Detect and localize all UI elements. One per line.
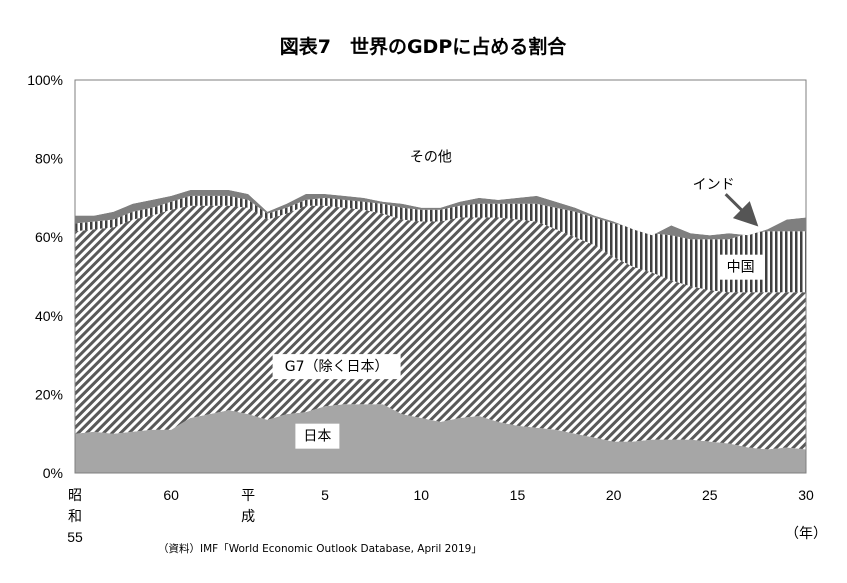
- x-axis-unit: （年）: [785, 526, 827, 542]
- y-tick-label: 0%: [43, 465, 63, 481]
- series-area-2: [75, 195, 806, 293]
- area-label: 中国: [727, 260, 755, 276]
- series-area-1: [75, 205, 806, 450]
- x-tick-label: 60: [163, 487, 179, 503]
- y-tick-label: 40%: [35, 308, 63, 324]
- chart-title: 図表7 世界のGDPに占める割合: [280, 35, 568, 58]
- area-label-box: [718, 254, 763, 280]
- x-tick-label: 15: [510, 487, 526, 503]
- area-label-box: [295, 423, 340, 449]
- y-tick-label: 80%: [35, 151, 63, 167]
- series-area-0: [75, 404, 806, 473]
- area-label: インド: [693, 177, 735, 193]
- x-tick-label: 昭和 55: [67, 487, 83, 545]
- x-tick-label: 20: [606, 487, 622, 503]
- series-area-4: [75, 80, 806, 236]
- y-tick-label: 20%: [35, 386, 63, 402]
- india-arrow: [724, 193, 759, 227]
- x-tick-label: 25: [702, 487, 718, 503]
- series-area-3: [75, 190, 806, 240]
- x-tick-label: 5: [321, 487, 329, 503]
- y-tick-label: 100%: [27, 72, 63, 88]
- area-label: G7（除く日本）: [285, 359, 389, 375]
- x-tick-label: 平成: [241, 487, 255, 524]
- area-label: その他: [410, 150, 452, 166]
- x-tick-label: 30: [798, 487, 814, 503]
- area-label: 日本: [303, 429, 331, 445]
- plot-frame: [74, 79, 807, 474]
- y-tick-label: 60%: [35, 229, 63, 245]
- x-tick-label: 10: [413, 487, 429, 503]
- area-label-box: [272, 354, 401, 380]
- source-note: （資料）IMF「World Economic Outlook Database,…: [158, 542, 482, 555]
